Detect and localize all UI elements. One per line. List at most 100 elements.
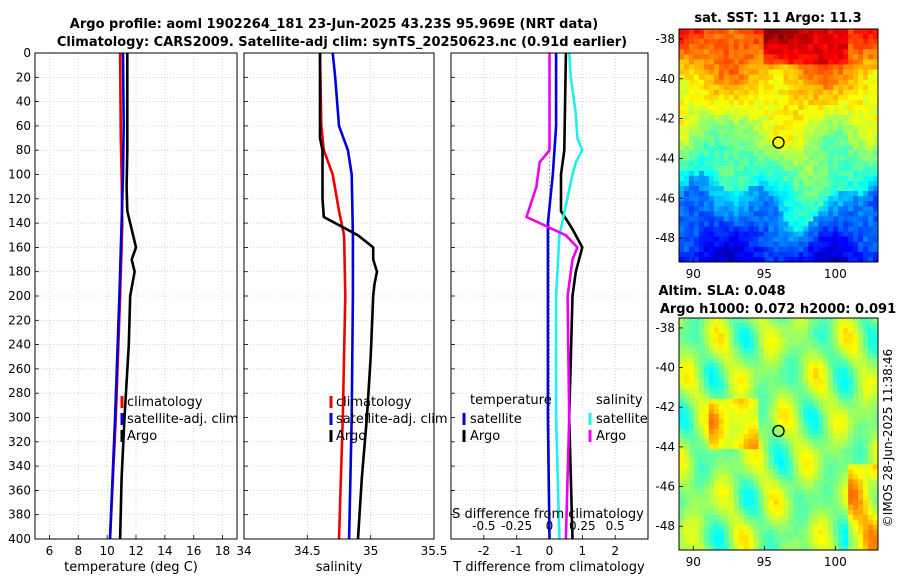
heatmap-cell xyxy=(873,191,879,197)
heatmap-cell xyxy=(858,170,864,177)
heatmap-cell xyxy=(843,439,849,445)
heatmap-cell xyxy=(718,479,725,485)
heatmap-cell xyxy=(743,39,750,45)
heatmap-cell xyxy=(788,353,794,359)
heatmap-cell xyxy=(838,474,844,480)
heatmap-cell xyxy=(833,49,839,55)
heatmap-cell xyxy=(778,363,784,369)
heatmap-cell xyxy=(698,64,705,71)
heatmap-cell xyxy=(818,333,824,339)
heatmap-cell xyxy=(758,494,765,501)
heatmap-cell xyxy=(863,444,869,450)
heatmap-cell xyxy=(828,74,834,81)
heatmap-cell xyxy=(793,191,799,197)
heatmap-cell xyxy=(808,534,814,541)
heatmap-cell xyxy=(698,246,705,253)
heatmap-cell xyxy=(853,29,859,35)
heatmap-cell xyxy=(698,49,705,55)
heatmap-cell xyxy=(858,160,864,167)
heatmap-cell xyxy=(723,439,730,445)
heatmap-cell xyxy=(693,140,700,146)
heatmap-cell xyxy=(738,211,745,217)
heatmap-cell xyxy=(728,348,735,354)
map-ytick-label: -38 xyxy=(655,321,675,335)
heatmap-cell xyxy=(683,459,690,465)
heatmap-cell xyxy=(733,191,740,197)
heatmap-cell xyxy=(848,170,854,177)
heatmap-cell xyxy=(723,94,730,101)
heatmap-cell xyxy=(708,378,715,385)
heatmap-cell xyxy=(863,49,869,55)
heatmap-cell xyxy=(848,79,854,86)
heatmap-cell xyxy=(763,216,770,222)
heatmap-cell xyxy=(753,499,760,506)
heatmap-cell xyxy=(788,408,794,415)
heatmap-cell xyxy=(788,434,794,440)
heatmap-cell xyxy=(713,383,720,390)
heatmap-cell xyxy=(778,206,784,212)
heatmap-cell xyxy=(853,201,859,207)
heatmap-cell xyxy=(773,79,779,86)
heatmap-cell xyxy=(718,150,725,157)
heatmap-cell xyxy=(743,135,750,141)
heatmap-cell xyxy=(738,479,745,485)
heatmap-cell xyxy=(773,211,779,217)
heatmap-cell xyxy=(813,196,819,202)
heatmap-cell xyxy=(803,211,809,217)
heatmap-cell xyxy=(683,175,690,182)
heatmap-cell xyxy=(808,165,814,172)
heatmap-cell xyxy=(688,186,695,192)
heatmap-cell xyxy=(708,544,715,551)
heatmap-cell xyxy=(783,544,789,551)
heatmap-cell xyxy=(833,29,839,35)
heatmap-cell xyxy=(688,165,695,172)
heatmap-cell xyxy=(788,403,794,410)
heatmap-cell xyxy=(738,418,745,425)
heatmap-cell xyxy=(793,403,799,410)
heatmap-cell xyxy=(858,328,864,334)
heatmap-cell xyxy=(793,544,799,551)
heatmap-cell xyxy=(833,534,839,541)
heatmap-cell xyxy=(858,206,864,212)
heatmap-cell xyxy=(783,333,789,339)
heatmap-cell xyxy=(813,449,819,455)
heatmap-cell xyxy=(679,494,685,501)
heatmap-cell xyxy=(858,479,864,485)
heatmap-cell xyxy=(848,39,854,45)
heatmap-cell xyxy=(679,388,685,395)
heatmap-cell xyxy=(818,89,824,96)
heatmap-cell xyxy=(828,418,834,425)
heatmap-cell xyxy=(773,221,779,228)
heatmap-cell xyxy=(688,378,695,385)
heatmap-cell xyxy=(858,120,864,126)
heatmap-cell xyxy=(693,44,700,50)
heatmap-cell xyxy=(868,398,874,405)
heatmap-cell xyxy=(798,358,804,364)
heatmap-cell xyxy=(748,145,755,152)
heatmap-cell xyxy=(788,226,794,233)
heatmap-cell xyxy=(768,494,775,501)
heatmap-cell xyxy=(713,408,720,415)
ytick-label: 340 xyxy=(8,459,31,473)
heatmap-cell xyxy=(778,241,784,248)
heatmap-cell xyxy=(793,180,799,187)
heatmap-cell xyxy=(708,373,715,380)
heatmap-cell xyxy=(778,459,784,465)
heatmap-cell xyxy=(813,120,819,126)
heatmap-cell xyxy=(723,373,730,380)
heatmap-cell xyxy=(688,216,695,222)
heatmap-cell xyxy=(708,348,715,354)
heatmap-cell xyxy=(868,135,874,141)
heatmap-cell xyxy=(723,236,730,243)
heatmap-cell xyxy=(848,94,854,101)
heatmap-cell xyxy=(833,328,839,334)
heatmap-cell xyxy=(843,191,849,197)
heatmap-cell xyxy=(843,135,849,141)
heatmap-cell xyxy=(833,104,839,111)
heatmap-cell xyxy=(738,104,745,111)
heatmap-cell xyxy=(813,256,819,263)
heatmap-cell xyxy=(873,39,879,45)
heatmap-cell xyxy=(813,388,819,395)
heatmap-cell xyxy=(858,338,864,344)
heatmap-cell xyxy=(838,479,844,485)
